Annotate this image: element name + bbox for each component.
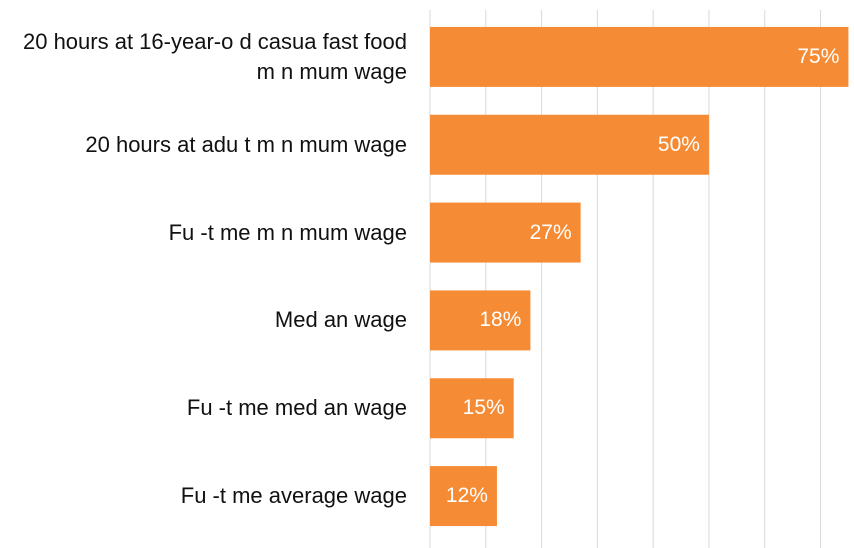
category-label: Fu -t me m n mum wage	[168, 219, 407, 245]
value-label: 27%	[529, 220, 572, 244]
category-label: Med an wage	[274, 307, 407, 333]
value-label: 18%	[479, 308, 522, 332]
bar	[430, 290, 531, 351]
bar	[430, 378, 514, 439]
value-label: 12%	[445, 484, 488, 508]
category-label: 20 hours at 16-year-o d casua fast food …	[22, 28, 407, 84]
category-label: Fu -t me med an wage	[186, 395, 407, 421]
bar	[430, 466, 497, 527]
bar	[430, 26, 849, 87]
bar	[430, 202, 581, 263]
category-label: 20 hours at adu t m n mum wage	[85, 131, 407, 157]
value-label: 75%	[797, 44, 840, 68]
category-label: Fu -t me average wage	[180, 483, 407, 509]
value-label: 15%	[462, 396, 505, 420]
bar	[430, 114, 709, 175]
value-label: 50%	[657, 132, 700, 156]
